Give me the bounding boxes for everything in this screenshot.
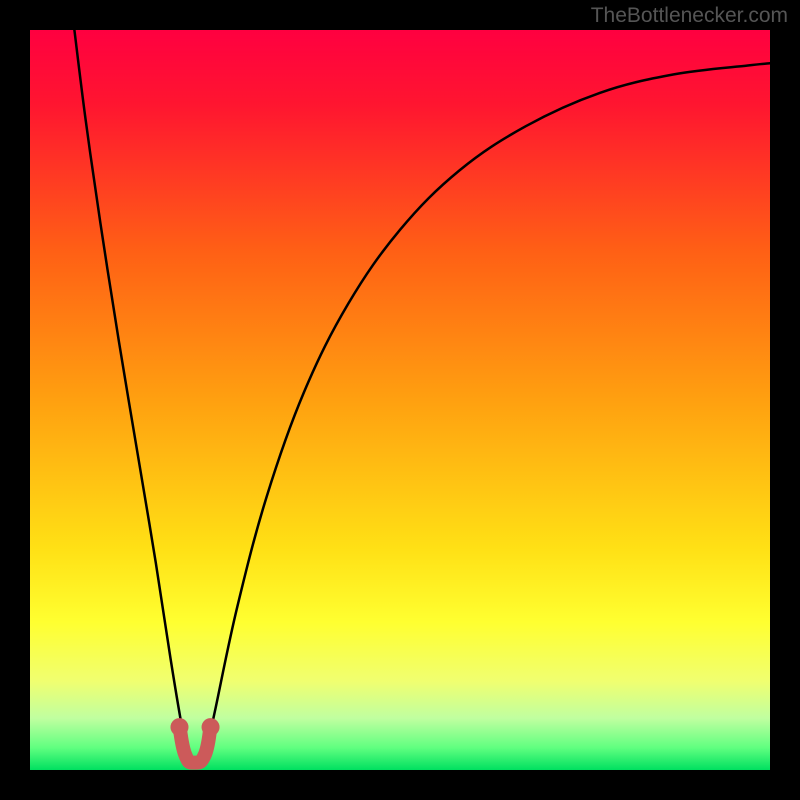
marker-end-right — [202, 718, 220, 736]
chart-container: TheBottlenecker.com — [0, 0, 800, 800]
plot-background — [30, 30, 770, 770]
marker-end-left — [170, 718, 188, 736]
bottleneck-chart — [0, 0, 800, 800]
watermark-text: TheBottlenecker.com — [591, 4, 788, 28]
